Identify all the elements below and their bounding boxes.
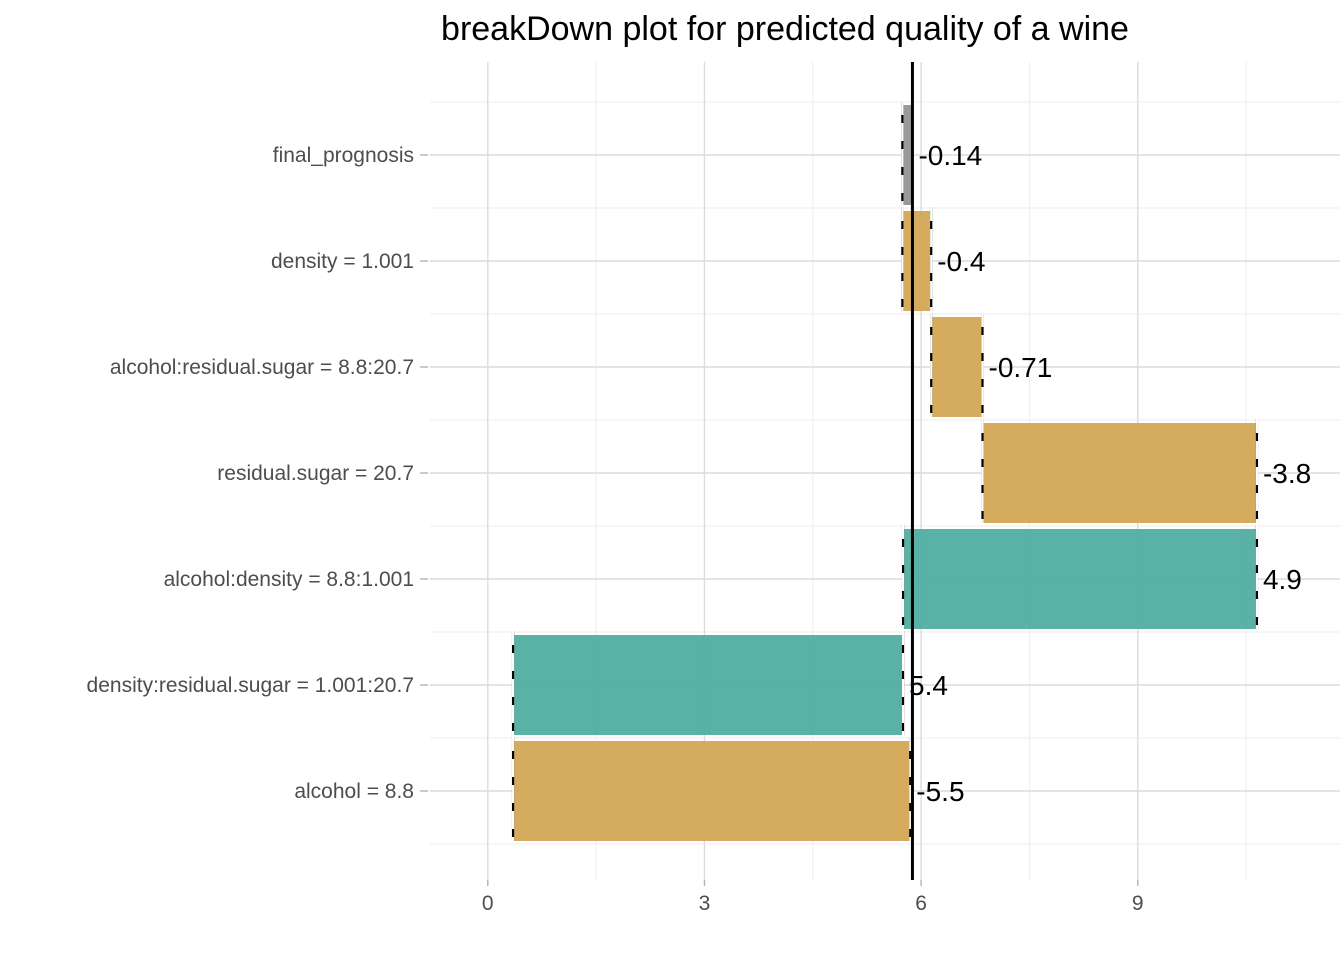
y-tick-label: density = 1.001 xyxy=(271,250,414,273)
data-label: -0.14 xyxy=(918,140,982,171)
data-label: 4.9 xyxy=(1263,564,1302,595)
bar-final xyxy=(902,105,913,205)
bar-negative xyxy=(513,741,911,841)
data-label: -5.5 xyxy=(916,776,964,807)
x-axis-labels: 0 3 6 9 xyxy=(482,880,1144,915)
y-tick-label: alcohol:residual.sugar = 8.8:20.7 xyxy=(110,356,414,379)
data-label: 5.4 xyxy=(909,670,948,701)
data-label: -3.8 xyxy=(1263,458,1311,489)
data-label: -0.4 xyxy=(937,246,985,277)
x-tick-label: 3 xyxy=(699,892,711,915)
y-tick-label: residual.sugar = 20.7 xyxy=(217,462,414,485)
bars-layer xyxy=(511,62,1259,880)
y-tick-label: final_prognosis xyxy=(273,144,414,167)
bar-positive xyxy=(513,635,904,735)
chart-title: breakDown plot for predicted quality of … xyxy=(441,10,1129,48)
data-label: -0.71 xyxy=(989,352,1053,383)
data-labels: -0.14 -0.4 -0.71 -3.8 4.9 5.4 -5.5 xyxy=(909,140,1311,807)
bar-negative xyxy=(931,317,983,417)
y-tick-label: alcohol = 8.8 xyxy=(294,780,414,803)
y-tick-label: density:residual.sugar = 1.001:20.7 xyxy=(87,674,414,697)
x-tick-label: 9 xyxy=(1132,892,1144,915)
y-tick-label: alcohol:density = 8.8:1.001 xyxy=(164,568,414,591)
x-tick-label: 6 xyxy=(915,892,927,915)
x-tick-label: 0 xyxy=(482,892,494,915)
bar-negative xyxy=(902,211,932,311)
bar-negative xyxy=(982,423,1257,523)
bar-positive xyxy=(903,529,1257,629)
